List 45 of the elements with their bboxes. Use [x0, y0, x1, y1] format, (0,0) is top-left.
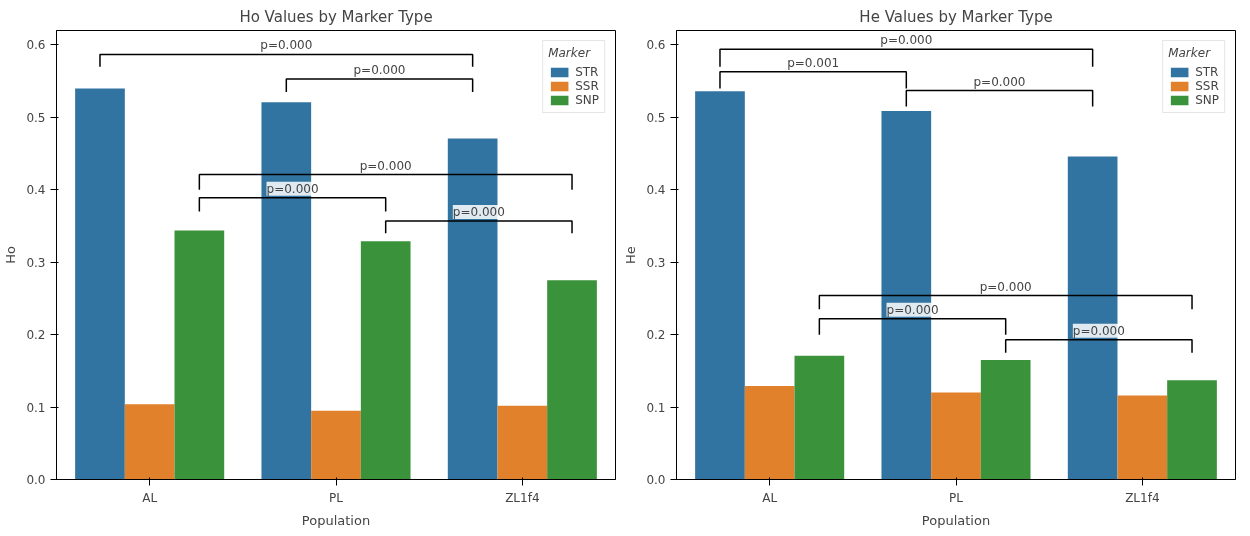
legend-title: Marker [1168, 46, 1212, 60]
y-axis-title: Ho [3, 246, 19, 264]
y-tick-label: 0.1 [26, 400, 46, 415]
annotation: p=0.000 [260, 38, 313, 53]
annotation: p=0.000 [880, 33, 933, 48]
y-axis-title: He [623, 246, 639, 264]
legend-label: SNP [1195, 93, 1219, 107]
x-tick-label: ZL1f4 [505, 490, 540, 505]
annotation: p=0.001 [787, 55, 840, 70]
y-tick-label: 0.0 [26, 473, 46, 487]
legend-label: STR [1195, 65, 1219, 79]
y-tick-label: 0.5 [646, 110, 666, 125]
legend-label: SSR [1195, 79, 1219, 93]
y-tick-label: 0.5 [26, 110, 46, 125]
x-axis-title: Population [921, 512, 991, 528]
legend-label: SNP [575, 93, 599, 107]
y-tick-label: 0.2 [26, 328, 46, 343]
annotation: p=0.000 [359, 158, 412, 173]
x-tick-label: PL [329, 490, 344, 505]
x-tick-label: PL [949, 490, 964, 505]
y-tick-label: 0.0 [646, 473, 666, 487]
annotation: p=0.000 [973, 74, 1026, 89]
chart-title: He Values by Marker Type [859, 7, 1053, 26]
y-tick-label: 0.1 [646, 400, 666, 415]
legend-label: STR [575, 65, 599, 79]
y-tick-label: 0.4 [26, 183, 46, 198]
annotation: p=0.000 [979, 279, 1032, 294]
x-tick-label: AL [762, 490, 778, 505]
chart-title: Ho Values by Marker Type [239, 7, 433, 26]
annotation: p=0.000 [886, 302, 939, 317]
annotation: p=0.000 [353, 63, 406, 78]
y-tick-label: 0.3 [646, 255, 666, 270]
legend-label: SSR [575, 79, 599, 93]
y-tick-label: 0.3 [26, 255, 46, 270]
legend-title: Marker [548, 46, 592, 60]
y-tick-label: 0.4 [646, 183, 666, 198]
y-tick-label: 0.6 [646, 38, 666, 53]
y-tick-label: 0.6 [26, 38, 46, 53]
x-axis-title: Population [301, 512, 371, 528]
annotation: p=0.000 [1072, 323, 1125, 338]
x-tick-label: AL [142, 490, 158, 505]
annotation: p=0.000 [266, 181, 319, 196]
x-tick-label: ZL1f4 [1125, 490, 1160, 505]
annotation: p=0.000 [452, 204, 505, 219]
y-tick-label: 0.2 [646, 328, 666, 343]
